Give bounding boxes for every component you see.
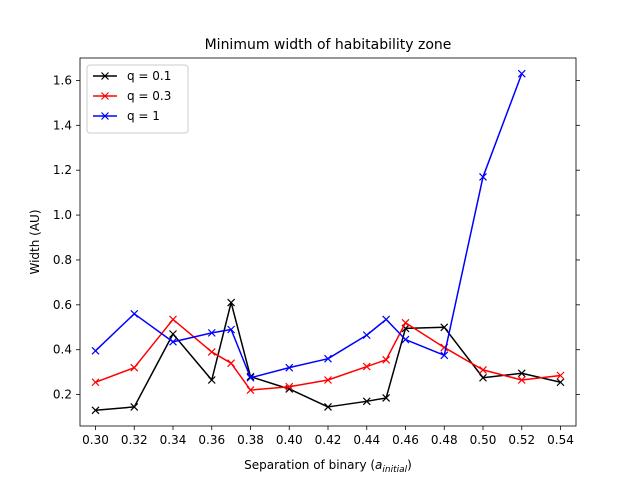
data-point bbox=[382, 355, 391, 364]
legend-marker bbox=[101, 72, 109, 80]
data-point bbox=[285, 382, 294, 391]
data-point bbox=[401, 335, 410, 344]
y-axis-title: Width (AU) bbox=[28, 209, 42, 274]
data-point bbox=[91, 406, 100, 415]
x-tick-label: 0.32 bbox=[121, 433, 148, 447]
x-tick-label: 0.34 bbox=[160, 433, 187, 447]
data-point bbox=[285, 363, 294, 372]
data-point bbox=[479, 173, 487, 181]
data-point bbox=[324, 403, 332, 411]
legend-label: q = 0.3 bbox=[127, 89, 171, 103]
chart-title: Minimum width of habitability zone bbox=[205, 37, 452, 53]
y-tick-label: 1.0 bbox=[53, 208, 72, 222]
data-point bbox=[440, 351, 449, 360]
x-tick-label: 0.40 bbox=[276, 433, 303, 447]
data-point bbox=[169, 337, 177, 346]
data-point bbox=[440, 323, 449, 332]
series-2 bbox=[91, 315, 565, 395]
x-tick-label: 0.38 bbox=[237, 433, 264, 447]
x-tick-label: 0.50 bbox=[470, 433, 497, 447]
y-tick-label: 0.2 bbox=[53, 388, 72, 402]
data-point bbox=[130, 403, 139, 411]
data-point bbox=[517, 369, 526, 378]
legend-entry: q = 0.3 bbox=[93, 89, 171, 103]
data-point bbox=[382, 394, 391, 402]
x-tick-label: 0.44 bbox=[353, 433, 380, 447]
legend-marker bbox=[101, 92, 109, 100]
x-axis-title: Separation of binary (ainitial) bbox=[244, 458, 412, 475]
data-point bbox=[556, 378, 565, 387]
data-point bbox=[324, 354, 332, 363]
y-tick-label: 1.2 bbox=[53, 163, 72, 177]
data-point bbox=[91, 378, 100, 387]
series-line bbox=[94, 73, 523, 379]
legend-label: q = 1 bbox=[127, 109, 160, 123]
y-tick-label: 0.4 bbox=[53, 343, 72, 357]
axes-frame bbox=[79, 57, 577, 427]
data-point bbox=[324, 376, 332, 384]
data-point bbox=[382, 315, 391, 324]
data-point bbox=[227, 325, 236, 334]
data-point bbox=[91, 346, 100, 355]
x-tick-label: 0.48 bbox=[431, 433, 458, 447]
data-point bbox=[401, 318, 410, 327]
legend: q = 0.1 q = 0.3 q = 1 bbox=[86, 64, 189, 134]
legend-entry: q = 1 bbox=[93, 109, 160, 123]
data-point bbox=[362, 331, 371, 340]
data-point bbox=[227, 359, 236, 368]
data-point bbox=[207, 328, 216, 337]
data-point bbox=[130, 363, 139, 372]
y-tick-label: 1.4 bbox=[53, 118, 72, 132]
data-point bbox=[246, 386, 255, 395]
data-point bbox=[479, 373, 487, 382]
x-tick-label: 0.52 bbox=[508, 433, 535, 447]
x-tick-label: 0.46 bbox=[392, 433, 419, 447]
x-tick-label: 0.30 bbox=[82, 433, 109, 447]
data-point bbox=[227, 298, 236, 307]
legend-entry: q = 0.1 bbox=[93, 69, 171, 83]
data-point bbox=[207, 348, 216, 356]
data-point bbox=[169, 330, 177, 338]
legend-label: q = 0.1 bbox=[127, 69, 171, 83]
data-point bbox=[556, 371, 565, 380]
series-1 bbox=[91, 298, 565, 415]
data-point bbox=[169, 315, 177, 324]
data-point bbox=[362, 397, 371, 406]
y-tick-label: 0.8 bbox=[53, 253, 72, 267]
x-tick-label: 0.54 bbox=[547, 433, 574, 447]
x-tick-label: 0.36 bbox=[198, 433, 225, 447]
y-tick-label: 1.6 bbox=[53, 73, 72, 87]
series-3 bbox=[91, 69, 526, 382]
data-point bbox=[207, 376, 216, 384]
data-point bbox=[246, 373, 255, 382]
data-point bbox=[362, 362, 371, 371]
data-point bbox=[517, 69, 526, 78]
data-point bbox=[130, 309, 139, 318]
data-point bbox=[479, 365, 487, 374]
y-tick-label: 0.6 bbox=[53, 298, 72, 312]
x-tick-label: 0.42 bbox=[315, 433, 342, 447]
legend-marker bbox=[101, 112, 109, 120]
plot-area: 0.30 0.32 0.34 0.36 0.38 0.40 0.42 0.44 0.46 0.48… bbox=[53, 57, 580, 447]
data-point bbox=[517, 376, 526, 384]
